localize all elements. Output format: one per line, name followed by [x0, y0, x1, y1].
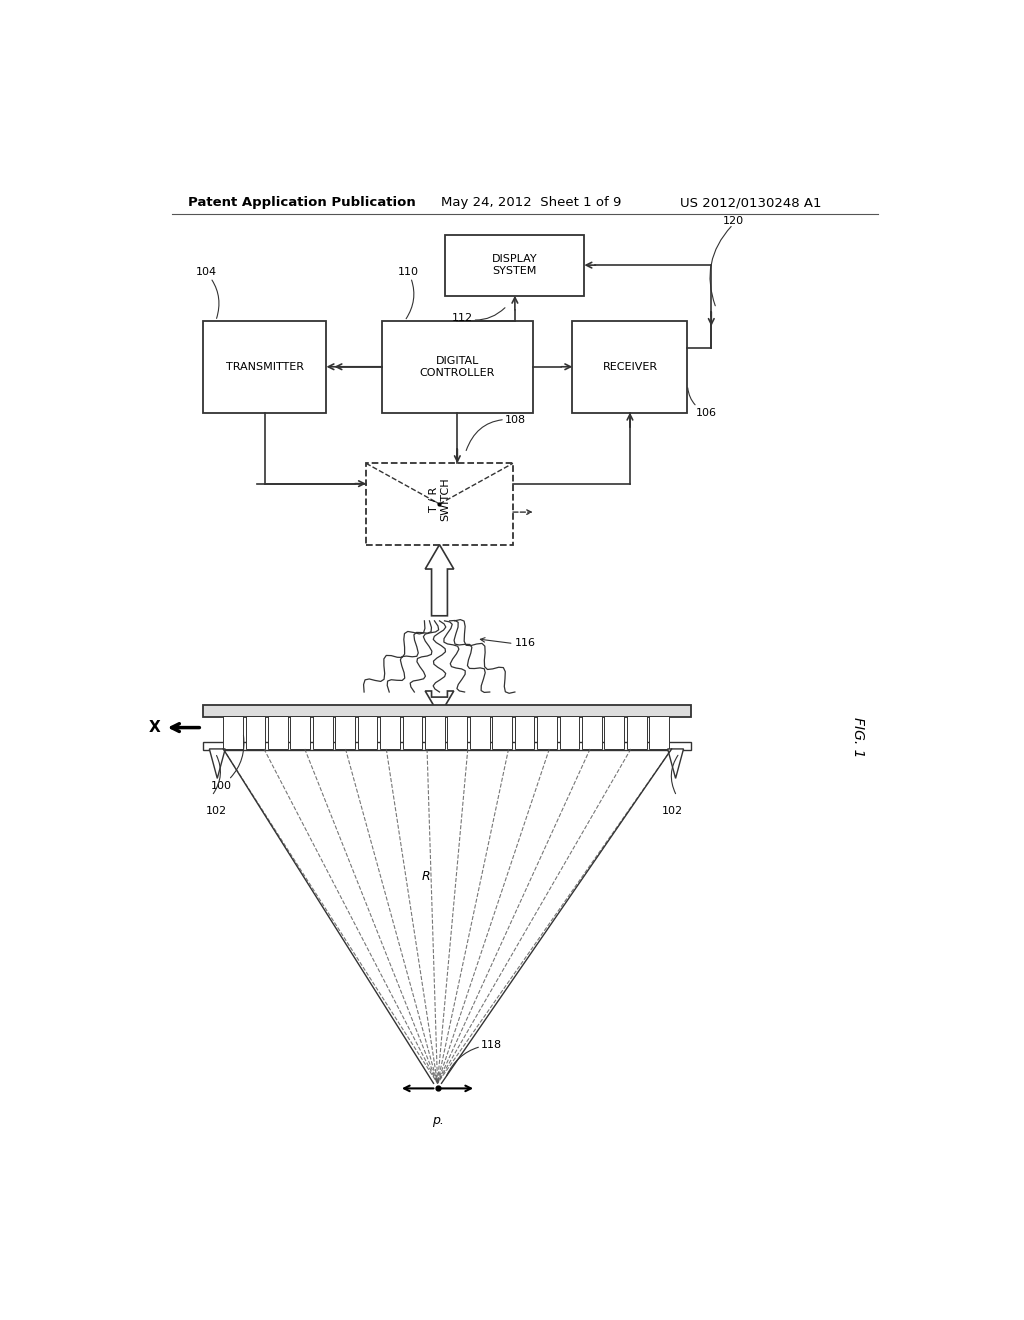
Bar	[515, 717, 535, 748]
Text: 102: 102	[662, 807, 683, 816]
Text: X: X	[148, 721, 160, 735]
Bar	[204, 742, 691, 750]
Text: 106: 106	[688, 388, 717, 417]
Bar	[335, 717, 355, 748]
Text: DIGITAL
CONTROLLER: DIGITAL CONTROLLER	[420, 356, 495, 378]
Bar	[380, 717, 400, 748]
Text: 118: 118	[446, 1040, 503, 1076]
Bar	[470, 717, 489, 748]
Bar	[246, 717, 265, 748]
Bar	[604, 717, 624, 748]
Polygon shape	[209, 748, 225, 779]
Text: p.: p.	[431, 1114, 443, 1127]
Bar	[357, 717, 378, 748]
Bar	[538, 717, 557, 748]
Text: RECEIVER: RECEIVER	[602, 362, 657, 372]
Bar	[582, 717, 602, 748]
Text: US 2012/0130248 A1: US 2012/0130248 A1	[680, 195, 821, 209]
Bar	[268, 717, 288, 748]
Text: Patent Application Publication: Patent Application Publication	[187, 195, 416, 209]
Polygon shape	[425, 545, 454, 615]
Bar	[223, 717, 243, 748]
Bar	[649, 717, 669, 748]
Text: 116: 116	[515, 639, 536, 648]
Bar	[204, 321, 327, 412]
Bar	[204, 705, 691, 718]
Bar	[493, 717, 512, 748]
Bar	[559, 717, 580, 748]
Text: May 24, 2012  Sheet 1 of 9: May 24, 2012 Sheet 1 of 9	[441, 195, 622, 209]
Bar	[402, 717, 422, 748]
Text: 100: 100	[211, 735, 244, 791]
Text: 104: 104	[196, 267, 219, 318]
Bar	[445, 235, 585, 296]
Text: 108: 108	[466, 414, 526, 450]
Text: R: R	[422, 870, 430, 883]
Text: 120: 120	[723, 216, 744, 227]
Text: FIG. 1: FIG. 1	[851, 718, 865, 758]
Bar	[367, 463, 513, 545]
Text: DISPLAY
SYSTEM: DISPLAY SYSTEM	[493, 255, 538, 276]
Text: TRANSMITTER: TRANSMITTER	[226, 362, 304, 372]
Text: 110: 110	[397, 267, 419, 318]
Polygon shape	[668, 748, 684, 779]
Bar	[382, 321, 532, 412]
Polygon shape	[425, 690, 454, 715]
Bar	[447, 717, 467, 748]
Text: 112: 112	[452, 308, 505, 323]
Bar	[572, 321, 687, 412]
Bar	[313, 717, 333, 748]
Text: 102: 102	[206, 807, 226, 816]
Bar	[425, 717, 444, 748]
Bar	[291, 717, 310, 748]
Bar	[627, 717, 646, 748]
Text: T / R
SWITCH: T / R SWITCH	[429, 477, 451, 520]
